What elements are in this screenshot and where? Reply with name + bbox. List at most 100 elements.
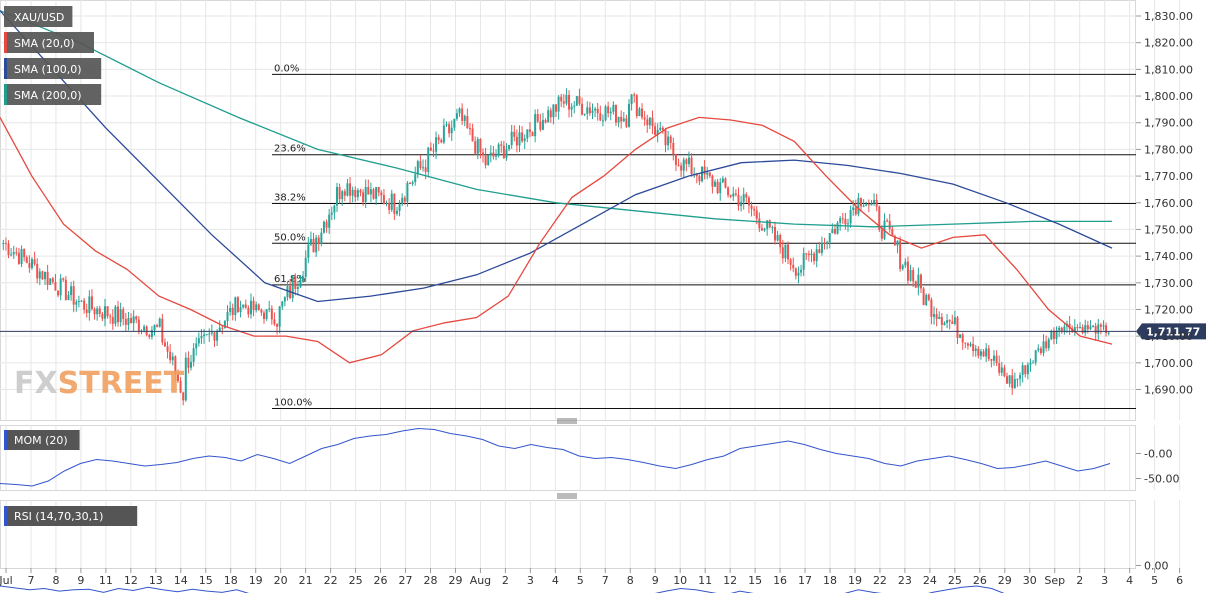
legend-label: XAU/USD	[14, 11, 64, 24]
candle-body	[419, 161, 422, 168]
candle-body	[362, 192, 365, 203]
y-tick-label: 1,810.00	[1144, 63, 1193, 76]
candle-body	[83, 300, 86, 310]
candle-body	[974, 348, 977, 351]
candle-body	[249, 300, 252, 315]
candle-body	[489, 152, 492, 156]
x-tick-label: 13	[149, 574, 163, 587]
candle-body	[296, 287, 299, 289]
candle-body	[1003, 367, 1006, 377]
candle-body	[205, 334, 208, 336]
candle-body	[768, 220, 771, 228]
rsi-line	[0, 585, 1111, 597]
legend-item[interactable]: SMA (200,0)	[4, 84, 102, 105]
candle-body	[515, 136, 518, 146]
candle-body	[685, 159, 688, 165]
candle-body	[450, 127, 453, 134]
candle-body	[951, 321, 954, 324]
panel-frame	[0, 425, 1136, 491]
candle-body	[270, 308, 273, 320]
candle-body	[41, 271, 44, 280]
candle-body	[479, 139, 482, 153]
x-tick-label: 5	[577, 574, 584, 587]
candle-body	[909, 270, 912, 281]
legend-label: SMA (20,0)	[14, 37, 75, 50]
candle-body	[906, 261, 909, 281]
x-tick-label: 18	[823, 574, 837, 587]
candle-body	[1079, 327, 1082, 329]
candle-body	[28, 263, 31, 268]
candle-body	[638, 108, 641, 117]
legend-item[interactable]: XAU/USD	[4, 6, 73, 27]
candle-body	[779, 235, 782, 248]
x-tick-label: 4	[552, 574, 559, 587]
candle-body	[886, 220, 889, 222]
candle-body	[766, 220, 769, 229]
x-tick-label: 5	[1151, 574, 1158, 587]
candle-body	[325, 221, 328, 228]
panel-resize-handle[interactable]	[557, 493, 577, 499]
candle-body	[382, 195, 385, 204]
candle-body	[846, 223, 849, 225]
candle-body	[625, 118, 628, 127]
candle-body	[721, 178, 724, 183]
candle-body	[231, 307, 234, 315]
candle-body	[594, 108, 597, 111]
candle-body	[200, 336, 203, 339]
candle-body	[192, 348, 195, 362]
candle-body	[291, 276, 294, 298]
candle-body	[672, 142, 675, 155]
candle-body	[341, 191, 344, 200]
candle-body	[1000, 367, 1003, 373]
candle-body	[57, 290, 60, 296]
x-tick-label: 6	[1176, 574, 1183, 587]
y-tick-label: 1,830.00	[1144, 10, 1193, 23]
candle-body	[528, 129, 531, 132]
candle-body	[1026, 364, 1029, 375]
candle-body	[317, 237, 320, 245]
candle-body	[935, 314, 938, 319]
x-tick-label: 12	[723, 574, 737, 587]
candle-body	[156, 325, 159, 327]
candle-body	[617, 116, 620, 123]
candle-body	[627, 103, 630, 127]
x-tick-label: 30	[1023, 574, 1037, 587]
candle-body	[1089, 326, 1092, 330]
candle-body	[458, 108, 461, 114]
candle-body	[88, 296, 91, 313]
legend-item[interactable]: SMA (100,0)	[4, 58, 102, 79]
mom-title-swatch	[4, 430, 7, 450]
candle-body	[466, 115, 469, 129]
candle-body	[523, 138, 526, 142]
candle-body	[351, 189, 354, 196]
panel-resize-handle[interactable]	[557, 418, 577, 424]
candle-body	[714, 181, 717, 187]
candle-body	[2, 242, 5, 244]
y-tick-label: 1,760.00	[1144, 197, 1193, 210]
candle-body	[753, 208, 756, 211]
candle-body	[555, 104, 557, 112]
candle-body	[1060, 327, 1063, 332]
candle-body	[773, 227, 776, 241]
candle-body	[844, 218, 847, 225]
y-tick-label: 1,690.00	[1144, 384, 1193, 397]
legend-item[interactable]: SMA (20,0)	[4, 32, 94, 53]
candle-body	[148, 335, 151, 337]
candle-body	[633, 94, 636, 96]
candle-body	[448, 124, 451, 134]
candle-body	[643, 117, 646, 120]
x-tick-label: 14	[174, 574, 188, 587]
candle-body	[416, 161, 419, 175]
x-tick-label: 11	[698, 574, 712, 587]
x-tick-label: 2	[1076, 574, 1083, 587]
candle-body	[867, 204, 870, 206]
candle-body	[101, 313, 104, 319]
candle-body	[1034, 350, 1037, 363]
candle-body	[218, 327, 221, 332]
candle-body	[737, 194, 740, 206]
candle-body	[573, 105, 576, 107]
x-tick-label: 15	[748, 574, 762, 587]
candle-body	[539, 121, 542, 130]
